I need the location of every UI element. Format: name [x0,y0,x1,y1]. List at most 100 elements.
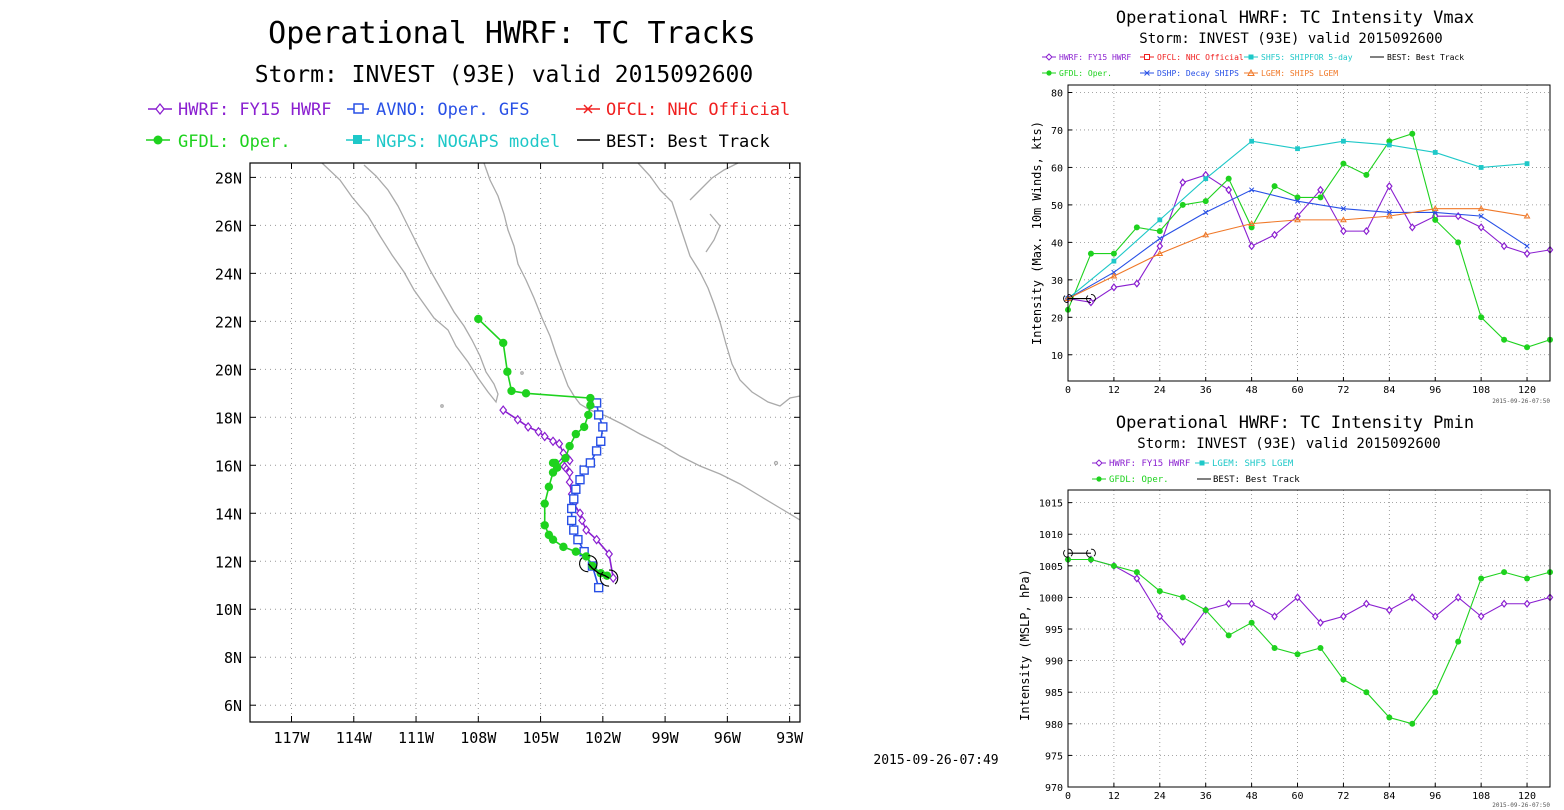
vmax-point-gfdl[interactable] [1478,314,1485,321]
vmax-point-hwrf[interactable] [1500,241,1508,251]
track-point-gfdl[interactable] [571,547,581,556]
legend-item-gfdl[interactable]: GFDL: Oper. [146,132,291,152]
track-point-avno[interactable] [593,410,604,420]
legend-item-ofcl[interactable]: OFCL: NHC Official [576,100,790,120]
pmin-point-gfdl[interactable] [1133,569,1140,576]
track-point-gfdl[interactable] [586,393,595,403]
track-point-hwrf[interactable] [578,515,587,526]
vmax-point-lgem[interactable] [1248,220,1256,227]
track-point-gfdl[interactable] [552,463,562,472]
vmax-line-gfdl[interactable] [1067,133,1551,348]
vmax-line-hwrf[interactable] [1067,174,1551,303]
pmin-point-gfdl[interactable] [1340,676,1347,683]
pmin-point-hwrf[interactable] [1408,593,1416,602]
track-point-gfdl[interactable] [561,453,570,463]
vmax-point-hwrf[interactable] [1386,182,1393,191]
pmin-legend-item-hwrf[interactable]: HWRF: FY15 HWRF [1092,459,1190,469]
track-point-gfdl[interactable] [507,386,516,396]
vmax-legend-item-dshp[interactable]: DSHP: Decay SHIPS [1140,69,1239,78]
legend-item-hwrf[interactable]: HWRF: FY15 HWRF [148,100,332,120]
pmin-best-symbol[interactable] [1086,548,1096,558]
vmax-legend-item-lgem[interactable]: LGEM: SHIPS LGEM [1244,68,1338,78]
vmax-point-hwrf[interactable] [1340,226,1347,236]
vmax-point-shf5[interactable] [1111,258,1117,264]
track-point-hwrf[interactable] [555,438,564,449]
pmin-point-gfdl[interactable] [1202,607,1209,614]
track-line-gfdl[interactable] [477,318,608,577]
pmin-point-hwrf[interactable] [1386,605,1393,615]
vmax-line-lgem[interactable] [1067,208,1528,300]
pmin-legend-item-lgem[interactable]: LGEM: SHF5 LGEM [1195,459,1294,469]
vmax-point-hwrf[interactable] [1317,185,1324,195]
pmin-best-symbol[interactable] [1063,548,1073,558]
pmin-legend-item-gfdl[interactable]: GFDL: Oper. [1092,475,1169,485]
vmax-point-hwrf[interactable] [1363,226,1370,236]
vmax-point-dshp[interactable] [1111,269,1117,275]
track-point-gfdl[interactable] [584,410,593,420]
vmax-point-lgem[interactable] [1431,205,1439,212]
pmin-point-gfdl[interactable] [1455,638,1462,645]
pmin-point-hwrf[interactable] [1431,612,1439,621]
vmax-legend-item-gfdl[interactable]: GFDL: Oper. [1042,69,1112,78]
vmax-point-hwrf[interactable] [1087,298,1095,307]
track-point-gfdl[interactable] [521,389,531,398]
track-point-gfdl[interactable] [503,367,512,376]
pmin-point-hwrf[interactable] [1294,593,1301,602]
track-line-best[interactable] [587,563,610,579]
track-point-avno[interactable] [569,494,579,504]
vmax-point-shf5[interactable] [1478,165,1484,170]
vmax-point-gfdl[interactable] [1156,228,1163,235]
vmax-point-gfdl[interactable] [1087,250,1094,257]
track-point-avno[interactable] [585,458,596,468]
pmin-point-gfdl[interactable] [1363,689,1370,696]
vmax-point-hwrf[interactable] [1477,223,1485,232]
vmax-point-gfdl[interactable] [1524,344,1531,351]
vmax-legend-item-shf5[interactable]: SHF5: SHIPFOR 5-day [1244,53,1353,62]
pmin-point-gfdl[interactable] [1294,651,1301,658]
best-track-storm-symbol[interactable] [599,569,619,587]
vmax-point-gfdl[interactable] [1225,175,1232,182]
vmax-point-hwrf[interactable] [1133,279,1141,288]
track-point-avno[interactable] [566,503,577,514]
pmin-point-hwrf[interactable] [1156,612,1164,621]
track-point-hwrf[interactable] [605,549,614,560]
track-point-gfdl[interactable] [499,338,508,348]
vmax-point-hwrf[interactable] [1225,185,1232,195]
vmax-point-dshp[interactable] [1294,198,1301,204]
vmax-point-hwrf[interactable] [1179,178,1187,187]
vmax-point-gfdl[interactable] [1363,171,1370,178]
vmax-point-gfdl[interactable] [1340,160,1347,167]
track-point-hwrf[interactable] [592,534,601,545]
pmin-point-hwrf[interactable] [1454,593,1462,602]
pmin-point-hwrf[interactable] [1248,599,1255,608]
track-point-gfdl[interactable] [544,482,554,492]
track-point-hwrf[interactable] [540,431,549,442]
pmin-point-hwrf[interactable] [1363,599,1370,608]
legend-item-ngps[interactable]: NGPS: NOGAPS model [346,132,560,152]
pmin-point-gfdl[interactable] [1225,632,1232,639]
vmax-legend-item-hwrf[interactable]: HWRF: FY15 HWRF [1042,53,1131,62]
vmax-point-lgem[interactable] [1385,212,1393,219]
track-point-gfdl[interactable] [474,314,483,324]
vmax-point-dshp[interactable] [1386,209,1392,215]
vmax-point-dshp[interactable] [1203,209,1209,215]
pmin-point-gfdl[interactable] [1317,644,1324,651]
vmax-legend-item-ofcl[interactable]: OFCL: NHC Official [1140,53,1244,62]
track-point-hwrf[interactable] [549,436,557,447]
pmin-point-gfdl[interactable] [1271,644,1278,651]
pmin-point-hwrf[interactable] [1271,612,1278,621]
vmax-point-hwrf[interactable] [1248,241,1255,251]
track-point-avno[interactable] [591,446,602,456]
pmin-point-gfdl[interactable] [1110,562,1117,569]
vmax-best-symbol[interactable] [1086,294,1096,304]
track-point-avno[interactable] [566,515,577,526]
vmax-point-dshp[interactable] [1157,236,1163,242]
track-point-avno[interactable] [573,534,583,545]
vmax-point-shf5[interactable] [1341,138,1346,144]
track-point-avno[interactable] [596,436,606,447]
pmin-point-hwrf[interactable] [1317,618,1324,627]
vmax-point-dshp[interactable] [1524,243,1530,249]
pmin-point-hwrf[interactable] [1500,599,1508,608]
vmax-legend-item-best[interactable]: BEST: Best Track [1370,53,1464,62]
pmin-point-gfdl[interactable] [1501,569,1508,576]
